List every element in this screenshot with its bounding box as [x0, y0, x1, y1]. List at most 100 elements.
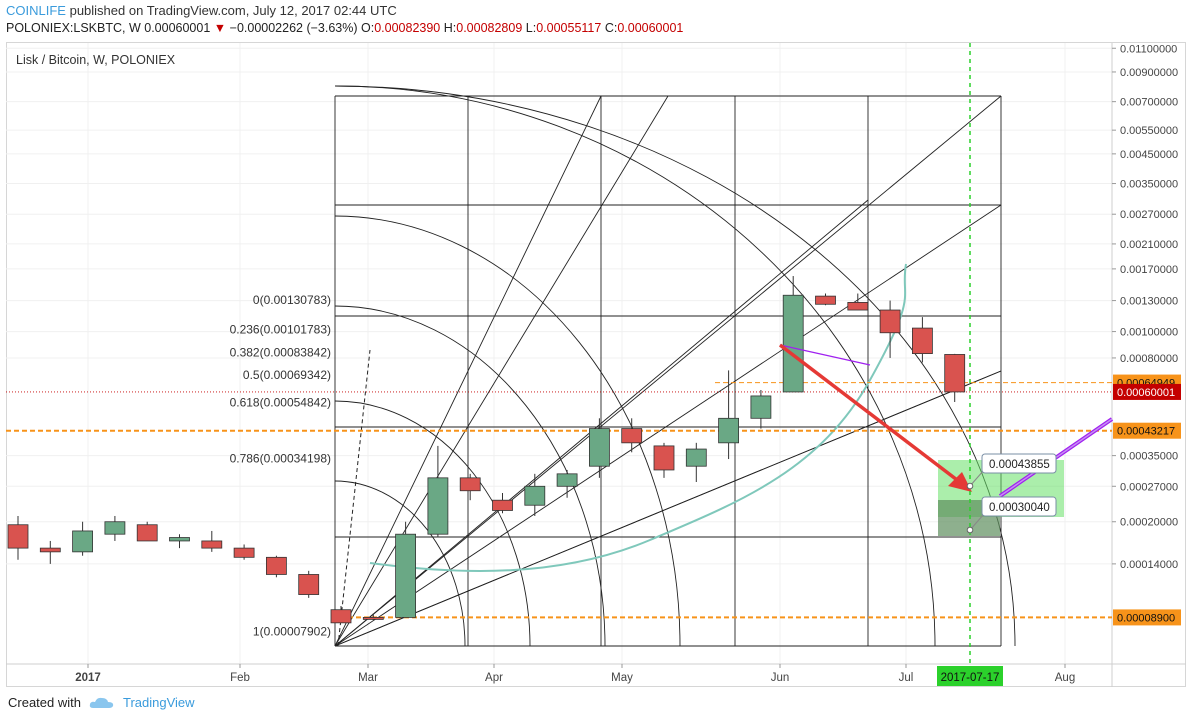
candle-down — [912, 327, 933, 354]
y-tick-label: 0.00020000 — [1120, 517, 1178, 529]
gann-fan-line — [334, 95, 669, 647]
price-tag-label: 0.00043217 — [1117, 426, 1175, 438]
low-label: L: — [525, 21, 537, 35]
y-tick-label: 0.00450000 — [1120, 149, 1178, 161]
y-tick-label: 0.00550000 — [1120, 125, 1178, 137]
candle-up — [395, 533, 417, 618]
candle-up — [718, 417, 739, 444]
forecast-arrow-head — [948, 472, 972, 492]
callout-point — [966, 526, 974, 534]
gann-arc — [334, 480, 466, 647]
tradingview-cloud-icon — [89, 697, 114, 708]
gann-arc — [334, 400, 531, 647]
footer: Created with TradingView — [8, 695, 195, 710]
candle-up — [524, 485, 546, 506]
candle-down — [944, 354, 966, 393]
candle-down — [815, 295, 836, 305]
candle-down — [265, 556, 287, 575]
x-tick-label: Apr — [485, 672, 503, 684]
gann-arc — [334, 305, 606, 647]
pane-title: Lisk / Bitcoin, W, POLONIEX — [16, 53, 176, 67]
price-tag — [1113, 609, 1181, 626]
high-label: H: — [443, 21, 457, 35]
candle-down — [847, 302, 869, 311]
fib-level-label: 0.5(0.00069342) — [243, 368, 331, 382]
date-highlight-label: 2017-07-17 — [941, 672, 1000, 684]
last-price: 0.00060001 — [144, 21, 211, 35]
fib-level-label: 0.786(0.00034198) — [230, 451, 331, 465]
symbol-label: POLONIEX:LSKBTC, W — [6, 21, 141, 35]
candle-down — [7, 524, 29, 549]
candle-down — [459, 477, 481, 492]
y-tick-label: 0.00027000 — [1120, 481, 1178, 493]
x-tick-label: 2017 — [75, 672, 101, 684]
candle-up — [589, 428, 610, 467]
price-tag — [1113, 422, 1181, 439]
candle-down — [136, 524, 158, 542]
chart-frame — [6, 42, 1186, 687]
open-value: 0.00082390 — [374, 21, 441, 35]
candle-up — [169, 537, 190, 542]
y-tick-label: 0.00035000 — [1120, 451, 1178, 463]
y-tick-label: 0.00210000 — [1120, 239, 1178, 251]
callout-box — [981, 496, 1057, 517]
fib-level-label: 0.618(0.00054842) — [230, 396, 331, 410]
callout-value: 0.00030040 — [989, 502, 1050, 514]
parabolic-curve — [369, 263, 907, 573]
price-tag-label: 0.00008900 — [1117, 612, 1175, 624]
callout-box — [981, 453, 1057, 474]
fib-level-label: 0.382(0.00083842) — [230, 345, 331, 359]
candle-down — [492, 499, 513, 511]
x-tick-label: Jul — [899, 672, 914, 684]
tradingview-link[interactable]: TradingView — [122, 695, 195, 710]
candle-up — [72, 530, 93, 553]
gann-fan-line — [334, 95, 1002, 647]
high-value: 0.00082809 — [456, 21, 523, 35]
candle-down — [201, 540, 223, 549]
down-arrow-icon: ▼ — [213, 21, 227, 35]
y-tick-label: 0.00130000 — [1120, 296, 1178, 308]
candle-up — [782, 294, 804, 393]
gann-arc — [334, 85, 936, 647]
candle-down — [39, 547, 61, 553]
fib-level-label: 1(0.00007902) — [253, 624, 331, 638]
trend-segment-purple — [779, 344, 871, 366]
gann-fan-line — [334, 370, 1002, 647]
candle-down — [362, 617, 384, 620]
forecast-arrow — [778, 343, 967, 488]
created-with-text: Created with — [8, 695, 81, 710]
callout-leader — [969, 513, 985, 531]
candle-down — [298, 574, 320, 595]
date-highlight-tag — [937, 666, 1003, 686]
y-tick-label: 0.00170000 — [1120, 264, 1178, 276]
y-tick-label: 0.01100000 — [1120, 43, 1177, 55]
change-value: −0.00002262 (−3.63%) — [229, 21, 358, 35]
candle-up — [750, 395, 772, 419]
callout-leader — [969, 469, 985, 487]
price-tag — [1113, 383, 1181, 400]
gann-fan-line — [334, 204, 1002, 647]
callout-point — [966, 482, 974, 490]
open-label: O: — [361, 21, 375, 35]
candle-down — [653, 445, 675, 471]
fib-level-label: 0.236(0.00101783) — [230, 322, 331, 336]
candle-down — [330, 609, 352, 624]
y-tick-label: 0.00080000 — [1120, 353, 1178, 365]
publish-header: COINLIFE published on TradingView.com, J… — [6, 3, 397, 18]
fib-level-label: 0(0.00130783) — [253, 293, 331, 307]
x-tick-label: Aug — [1055, 672, 1075, 684]
candle-up — [685, 448, 707, 467]
published-text: published on TradingView.com, July 12, 2… — [69, 3, 397, 18]
callout-value: 0.00043855 — [989, 459, 1050, 471]
y-tick-label: 0.00350000 — [1120, 179, 1178, 191]
candle-up — [427, 477, 449, 535]
x-tick-label: Feb — [230, 672, 250, 684]
gann-fan-line — [334, 199, 869, 647]
author-link[interactable]: COINLIFE — [6, 3, 66, 18]
price-tag-label: 0.00060001 — [1117, 387, 1175, 399]
fib-dashed-line — [337, 349, 371, 647]
y-tick-label: 0.00900000 — [1120, 67, 1178, 79]
candle-down — [233, 547, 255, 558]
y-tick-label: 0.00014000 — [1120, 559, 1178, 571]
